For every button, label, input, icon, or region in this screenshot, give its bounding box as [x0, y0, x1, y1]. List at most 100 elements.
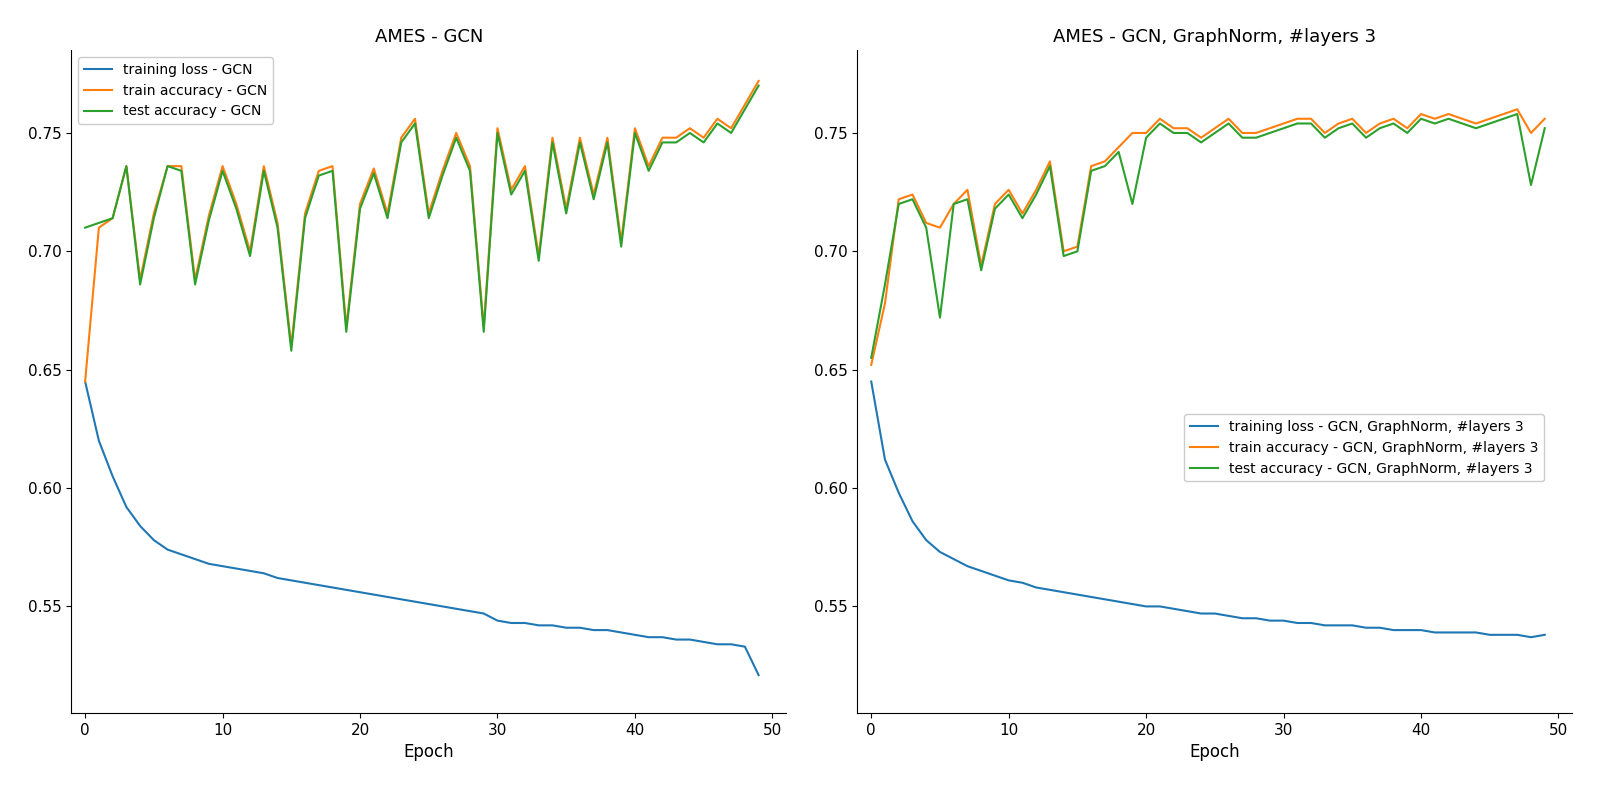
Line: test accuracy - GCN, GraphNorm, #layers 3: test accuracy - GCN, GraphNorm, #layers …: [872, 114, 1544, 358]
test accuracy - GCN: [378, 214, 397, 223]
test accuracy - GCN, GraphNorm, #layers 3: [1205, 129, 1224, 138]
training loss - GCN: [392, 595, 411, 604]
train accuracy - GCN: [171, 162, 190, 171]
test accuracy - GCN, GraphNorm, #layers 3: [944, 200, 963, 209]
train accuracy - GCN: [653, 133, 672, 143]
test accuracy - GCN, GraphNorm, #layers 3: [1232, 133, 1251, 143]
test accuracy - GCN, GraphNorm, #layers 3: [1013, 214, 1032, 223]
training loss - GCN: [378, 593, 397, 602]
train accuracy - GCN: [282, 342, 301, 351]
test accuracy - GCN: [323, 166, 342, 176]
training loss - GCN: [267, 574, 286, 583]
train accuracy - GCN, GraphNorm, #layers 3: [1274, 119, 1293, 129]
train accuracy - GCN, GraphNorm, #layers 3: [1040, 157, 1059, 166]
training loss - GCN, GraphNorm, #layers 3: [1178, 607, 1197, 616]
test accuracy - GCN: [557, 209, 576, 219]
train accuracy - GCN: [254, 162, 274, 171]
test accuracy - GCN, GraphNorm, #layers 3: [958, 195, 978, 204]
train accuracy - GCN, GraphNorm, #layers 3: [1342, 114, 1362, 124]
training loss - GCN: [117, 503, 136, 512]
test accuracy - GCN: [392, 138, 411, 148]
test accuracy - GCN, GraphNorm, #layers 3: [1301, 119, 1320, 129]
train accuracy - GCN: [227, 200, 246, 209]
train accuracy - GCN, GraphNorm, #layers 3: [890, 195, 909, 204]
train accuracy - GCN, GraphNorm, #layers 3: [1192, 133, 1211, 143]
training loss - GCN: [515, 619, 534, 628]
test accuracy - GCN, GraphNorm, #layers 3: [1219, 119, 1238, 129]
training loss - GCN, GraphNorm, #layers 3: [1301, 619, 1320, 628]
train accuracy - GCN: [707, 114, 726, 124]
test accuracy - GCN, GraphNorm, #layers 3: [1480, 119, 1499, 129]
train accuracy - GCN, GraphNorm, #layers 3: [1522, 129, 1541, 138]
test accuracy - GCN: [171, 166, 190, 176]
train accuracy - GCN, GraphNorm, #layers 3: [1315, 129, 1334, 138]
train accuracy - GCN: [530, 252, 549, 261]
train accuracy - GCN: [694, 133, 714, 143]
train accuracy - GCN, GraphNorm, #layers 3: [998, 185, 1018, 195]
training loss - GCN: [736, 642, 755, 652]
training loss - GCN: [309, 581, 328, 590]
test accuracy - GCN, GraphNorm, #layers 3: [1453, 119, 1472, 129]
test accuracy - GCN, GraphNorm, #layers 3: [902, 195, 922, 204]
Line: test accuracy - GCN: test accuracy - GCN: [85, 86, 758, 351]
Title: AMES - GCN, GraphNorm, #layers 3: AMES - GCN, GraphNorm, #layers 3: [1053, 28, 1376, 46]
test accuracy - GCN, GraphNorm, #layers 3: [1507, 110, 1526, 119]
training loss - GCN: [667, 635, 686, 645]
train accuracy - GCN, GraphNorm, #layers 3: [1261, 124, 1280, 133]
train accuracy - GCN, GraphNorm, #layers 3: [944, 200, 963, 209]
test accuracy - GCN: [131, 280, 150, 290]
test accuracy - GCN: [309, 171, 328, 181]
test accuracy - GCN, GraphNorm, #layers 3: [862, 353, 882, 363]
train accuracy - GCN: [309, 166, 328, 176]
test accuracy - GCN: [598, 138, 618, 148]
training loss - GCN: [722, 640, 741, 649]
test accuracy - GCN, GraphNorm, #layers 3: [917, 223, 936, 233]
training loss - GCN: [749, 671, 768, 680]
Legend: training loss - GCN, GraphNorm, #layers 3, train accuracy - GCN, GraphNorm, #lay: training loss - GCN, GraphNorm, #layers …: [1184, 414, 1544, 481]
training loss - GCN: [611, 628, 630, 638]
Line: training loss - GCN, GraphNorm, #layers 3: training loss - GCN, GraphNorm, #layers …: [872, 382, 1544, 638]
training loss - GCN, GraphNorm, #layers 3: [1522, 633, 1541, 642]
training loss - GCN: [680, 635, 699, 645]
training loss - GCN: [626, 630, 645, 640]
test accuracy - GCN, GraphNorm, #layers 3: [1315, 133, 1334, 143]
test accuracy - GCN, GraphNorm, #layers 3: [986, 204, 1005, 214]
test accuracy - GCN, GraphNorm, #layers 3: [1426, 119, 1445, 129]
test accuracy - GCN, GraphNorm, #layers 3: [1438, 114, 1458, 124]
train accuracy - GCN, GraphNorm, #layers 3: [1384, 114, 1403, 124]
test accuracy - GCN, GraphNorm, #layers 3: [1342, 119, 1362, 129]
train accuracy - GCN: [296, 209, 315, 219]
train accuracy - GCN: [240, 247, 259, 256]
train accuracy - GCN, GraphNorm, #layers 3: [1109, 143, 1128, 152]
training loss - GCN: [336, 585, 355, 595]
train accuracy - GCN: [365, 164, 384, 174]
train accuracy - GCN: [749, 77, 768, 86]
training loss - GCN: [707, 640, 726, 649]
training loss - GCN, GraphNorm, #layers 3: [1494, 630, 1514, 640]
training loss - GCN, GraphNorm, #layers 3: [1507, 630, 1526, 640]
test accuracy - GCN: [502, 190, 522, 200]
test accuracy - GCN: [667, 138, 686, 148]
test accuracy - GCN, GraphNorm, #layers 3: [1192, 138, 1211, 148]
training loss - GCN: [405, 597, 424, 607]
train accuracy - GCN, GraphNorm, #layers 3: [902, 190, 922, 200]
training loss - GCN, GraphNorm, #layers 3: [1261, 616, 1280, 626]
test accuracy - GCN: [144, 214, 163, 223]
test accuracy - GCN: [227, 204, 246, 214]
training loss - GCN, GraphNorm, #layers 3: [1067, 590, 1086, 600]
training loss - GCN: [75, 377, 94, 387]
test accuracy - GCN, GraphNorm, #layers 3: [1522, 181, 1541, 190]
train accuracy - GCN: [461, 162, 480, 171]
train accuracy - GCN: [515, 162, 534, 171]
training loss - GCN: [530, 621, 549, 630]
test accuracy - GCN: [158, 162, 178, 171]
training loss - GCN, GraphNorm, #layers 3: [1040, 585, 1059, 595]
test accuracy - GCN, GraphNorm, #layers 3: [1288, 119, 1307, 129]
training loss - GCN, GraphNorm, #layers 3: [1123, 600, 1142, 609]
training loss - GCN: [446, 604, 466, 614]
train accuracy - GCN: [488, 124, 507, 133]
training loss - GCN, GraphNorm, #layers 3: [998, 576, 1018, 585]
test accuracy - GCN: [102, 214, 122, 223]
test accuracy - GCN: [542, 138, 562, 148]
train accuracy - GCN: [90, 223, 109, 233]
